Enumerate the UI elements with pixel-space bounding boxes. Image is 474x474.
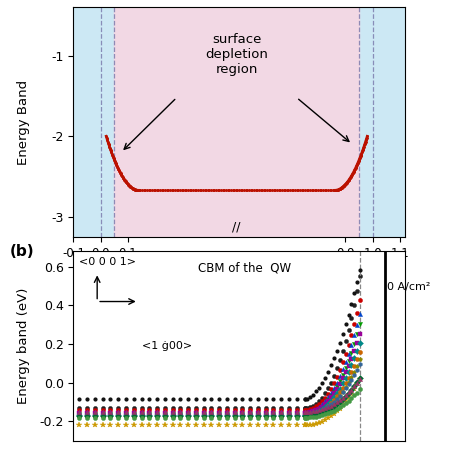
X-axis label: X coordinate (μm): X coordinate (μm): [176, 265, 302, 279]
Y-axis label: Energy Band: Energy Band: [18, 80, 30, 164]
Text: 0 A/cm²: 0 A/cm²: [387, 282, 431, 292]
Bar: [114, 7, 359, 237]
Text: surface
depletion
region: surface depletion region: [205, 33, 268, 76]
Y-axis label: Energy band (eV): Energy band (eV): [18, 288, 30, 404]
Text: CBM of the  QW: CBM of the QW: [198, 262, 291, 275]
Text: <0 0 0 1>: <0 0 0 1>: [79, 257, 137, 267]
Text: <1 ġ00>: <1 ġ00>: [142, 341, 191, 351]
Text: //: //: [232, 220, 241, 233]
Text: (b): (b): [9, 244, 34, 259]
